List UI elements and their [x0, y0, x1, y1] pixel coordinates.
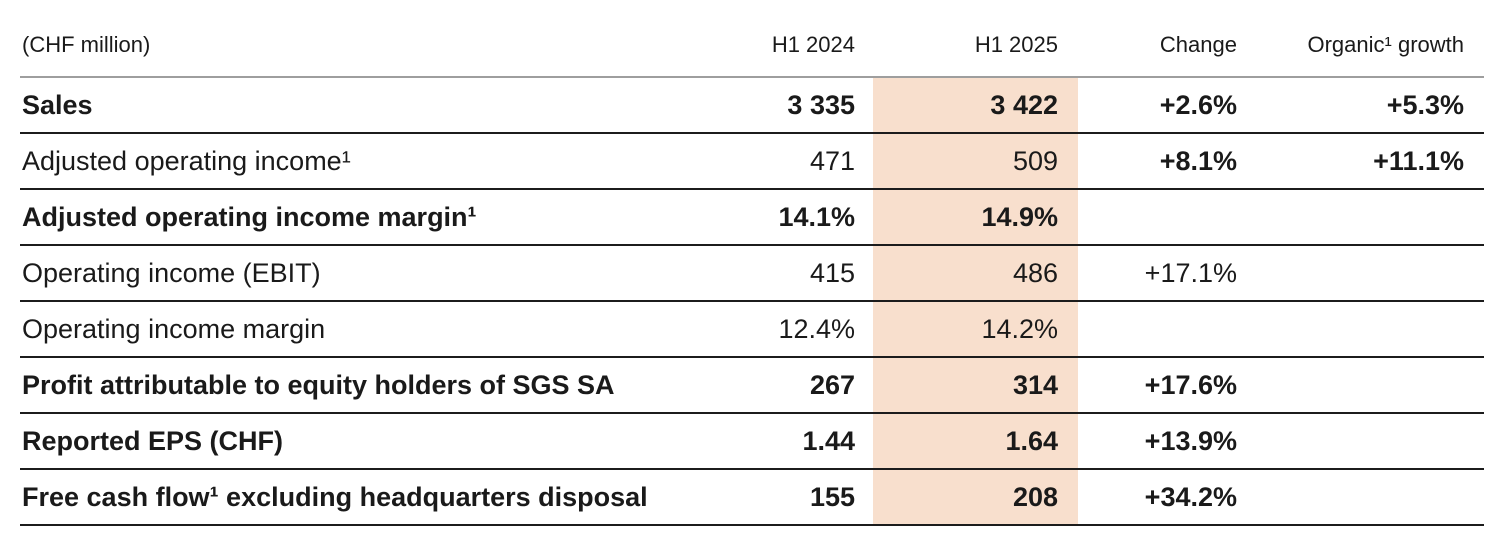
cell-h1-2025: 3 422 [873, 77, 1078, 133]
cell-h1-2024: 12.4% [778, 313, 855, 344]
cell-h1-2024: 14.1% [778, 201, 855, 232]
cell-change [1078, 189, 1237, 245]
cell-h1-2025: 208 [873, 469, 1078, 525]
column-header-change: Change [1159, 32, 1237, 57]
row-label: Adjusted operating income¹ [22, 145, 351, 176]
cell-change: +34.2% [1144, 481, 1237, 512]
cell-organic-growth [1237, 245, 1484, 301]
cell-h1-2024: 471 [809, 145, 855, 176]
cell-organic-growth: +5.3% [1386, 89, 1464, 120]
table-row: Operating income (EBIT) 415 486 +17.1% [20, 245, 1484, 301]
cell-change: +17.1% [1144, 257, 1237, 288]
row-label: Reported EPS (CHF) [22, 425, 284, 456]
cell-h1-2024: 1.44 [802, 425, 855, 456]
table-row: Operating income margin 12.4% 14.2% [20, 301, 1484, 357]
table-row: Adjusted operating income margin¹ 14.1% … [20, 189, 1484, 245]
cell-organic-growth [1237, 189, 1484, 245]
cell-h1-2025: 1.64 [873, 413, 1078, 469]
cell-change: +13.9% [1144, 425, 1237, 456]
header-row: (CHF million) H1 2024 H1 2025 Change Org… [20, 0, 1484, 77]
column-header-h1-2025: H1 2025 [974, 32, 1058, 57]
cell-organic-growth [1237, 469, 1484, 525]
cell-change: +8.1% [1159, 145, 1237, 176]
cell-h1-2025: 14.9% [873, 189, 1078, 245]
row-label: Profit attributable to equity holders of… [22, 369, 615, 400]
cell-h1-2024: 267 [809, 369, 855, 400]
financial-highlights: (CHF million) H1 2024 H1 2025 Change Org… [20, 0, 1484, 526]
cell-h1-2024: 155 [809, 481, 855, 512]
column-header-h1-2024: H1 2024 [771, 32, 855, 57]
row-label: Operating income (EBIT) [22, 257, 321, 288]
cell-organic-growth [1237, 413, 1484, 469]
row-label: Operating income margin [22, 313, 326, 344]
cell-change: +2.6% [1159, 89, 1237, 120]
cell-change: +17.6% [1144, 369, 1237, 400]
cell-h1-2025: 14.2% [873, 301, 1078, 357]
cell-h1-2025: 509 [873, 133, 1078, 189]
cell-h1-2024: 3 335 [787, 89, 855, 120]
cell-organic-growth [1237, 357, 1484, 413]
table-row: Adjusted operating income¹ 471 509 +8.1%… [20, 133, 1484, 189]
row-label: Free cash flow¹ excluding headquarters d… [22, 481, 648, 512]
cell-h1-2025: 314 [873, 357, 1078, 413]
cell-h1-2025: 486 [873, 245, 1078, 301]
table-row: Reported EPS (CHF) 1.44 1.64 +13.9% [20, 413, 1484, 469]
cell-organic-growth [1237, 301, 1484, 357]
column-header-organic-growth: Organic¹ growth [1307, 32, 1464, 57]
cell-h1-2024: 415 [809, 257, 855, 288]
table-row: Sales 3 335 3 422 +2.6% +5.3% [20, 77, 1484, 133]
cell-organic-growth: +11.1% [1373, 145, 1464, 176]
table-row: Profit attributable to equity holders of… [20, 357, 1484, 413]
column-header-unit: (CHF million) [22, 32, 151, 57]
table-row: Free cash flow¹ excluding headquarters d… [20, 469, 1484, 525]
cell-change [1078, 301, 1237, 357]
row-label: Sales [22, 89, 93, 120]
financial-highlights-table: (CHF million) H1 2024 H1 2025 Change Org… [20, 0, 1484, 526]
row-label: Adjusted operating income margin¹ [22, 201, 477, 232]
